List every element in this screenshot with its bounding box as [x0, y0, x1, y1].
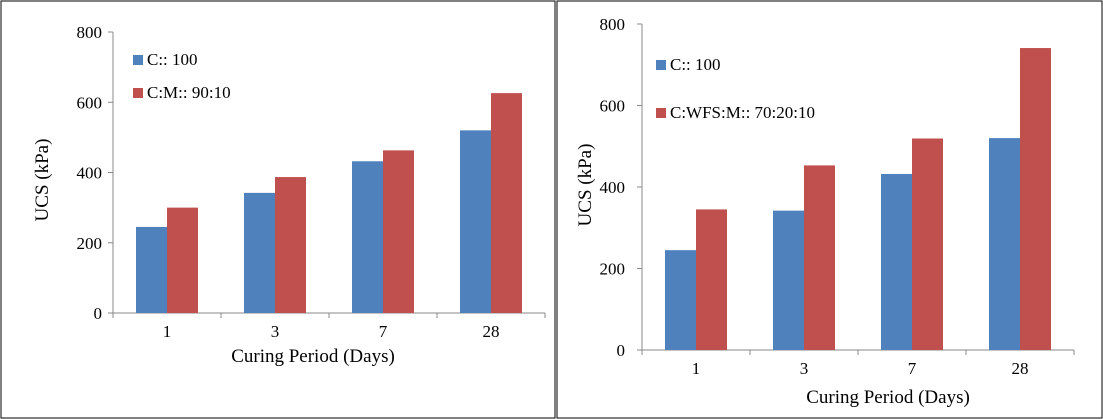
chart-left: UCS (kPa) Curing Period (Days) 0 200 400 60… [0, 0, 556, 419]
x-tick-label: 3 [271, 322, 280, 341]
legend-label: C:M:: 90:10 [147, 83, 231, 102]
chart-border [0, 0, 556, 419]
x-tick-label: 1 [163, 322, 172, 341]
x-tick-label: 28 [1012, 359, 1029, 378]
y-tick-label: 800 [600, 15, 626, 34]
y-tick-label: 400 [600, 178, 626, 197]
x-tick-label: 3 [800, 359, 809, 378]
bar-C:WFS:M:: 70:20:10-1 [696, 209, 727, 350]
x-axis-label: Curing Period (Days) [231, 346, 395, 367]
y-tick-label: 800 [77, 23, 103, 42]
y-tick-label: 0 [617, 341, 626, 360]
x-tick-label: 7 [908, 359, 917, 378]
y-axis-label: UCS (kPa) [32, 139, 53, 222]
bar-C:: 100-3 [773, 210, 804, 350]
x-tick-label: 1 [692, 359, 701, 378]
bar-C:: 100-28 [989, 138, 1020, 350]
legend-swatch [133, 55, 143, 65]
legend-label: C:: 100 [670, 55, 721, 74]
y-axis-label: UCS (kPa) [575, 144, 596, 227]
y-tick-label: 0 [94, 304, 103, 323]
chart-panel-left: UCS (kPa) Curing Period (Days) 0 200 400 60… [0, 0, 556, 419]
bar-C:WFS:M:: 70:20:10-7 [912, 138, 943, 350]
bar-C:M:: 90:10-3 [275, 177, 306, 313]
chart-panel-right: UCS (kPa) Curing Period (Days) 0 200 400 60… [556, 0, 1103, 419]
y-tick-label: 200 [600, 260, 626, 279]
y-tick-label: 200 [77, 234, 103, 253]
legend-swatch [656, 108, 666, 118]
chart-right: UCS (kPa) Curing Period (Days) 0 200 400 60… [556, 0, 1103, 419]
bar-C:: 100-1 [136, 226, 167, 313]
bar-C:: 100-28 [460, 130, 491, 313]
y-tick-label: 600 [77, 93, 103, 112]
x-tick-label: 28 [483, 322, 500, 341]
bar-C:M:: 90:10-7 [383, 150, 414, 313]
bar-C:: 100-3 [244, 192, 275, 313]
x-tick-label: 7 [379, 322, 388, 341]
bar-C:: 100-7 [881, 173, 912, 350]
legend-label: C:WFS:M:: 70:20:10 [670, 103, 815, 122]
bar-C:WFS:M:: 70:20:10-28 [1020, 48, 1051, 350]
legend-label: C:: 100 [147, 50, 198, 69]
y-tick-label: 600 [600, 97, 626, 116]
legend-swatch [656, 60, 666, 70]
x-axis-label: Curing Period (Days) [806, 387, 970, 408]
legend-swatch [133, 88, 143, 98]
bar-C:M:: 90:10-1 [167, 207, 198, 313]
bar-C:: 100-1 [665, 250, 696, 350]
bar-C:WFS:M:: 70:20:10-3 [804, 165, 835, 350]
y-tick-label: 400 [77, 164, 103, 183]
chart-border [556, 0, 1103, 419]
bar-C:M:: 90:10-28 [491, 93, 522, 314]
bar-C:: 100-7 [352, 161, 383, 313]
